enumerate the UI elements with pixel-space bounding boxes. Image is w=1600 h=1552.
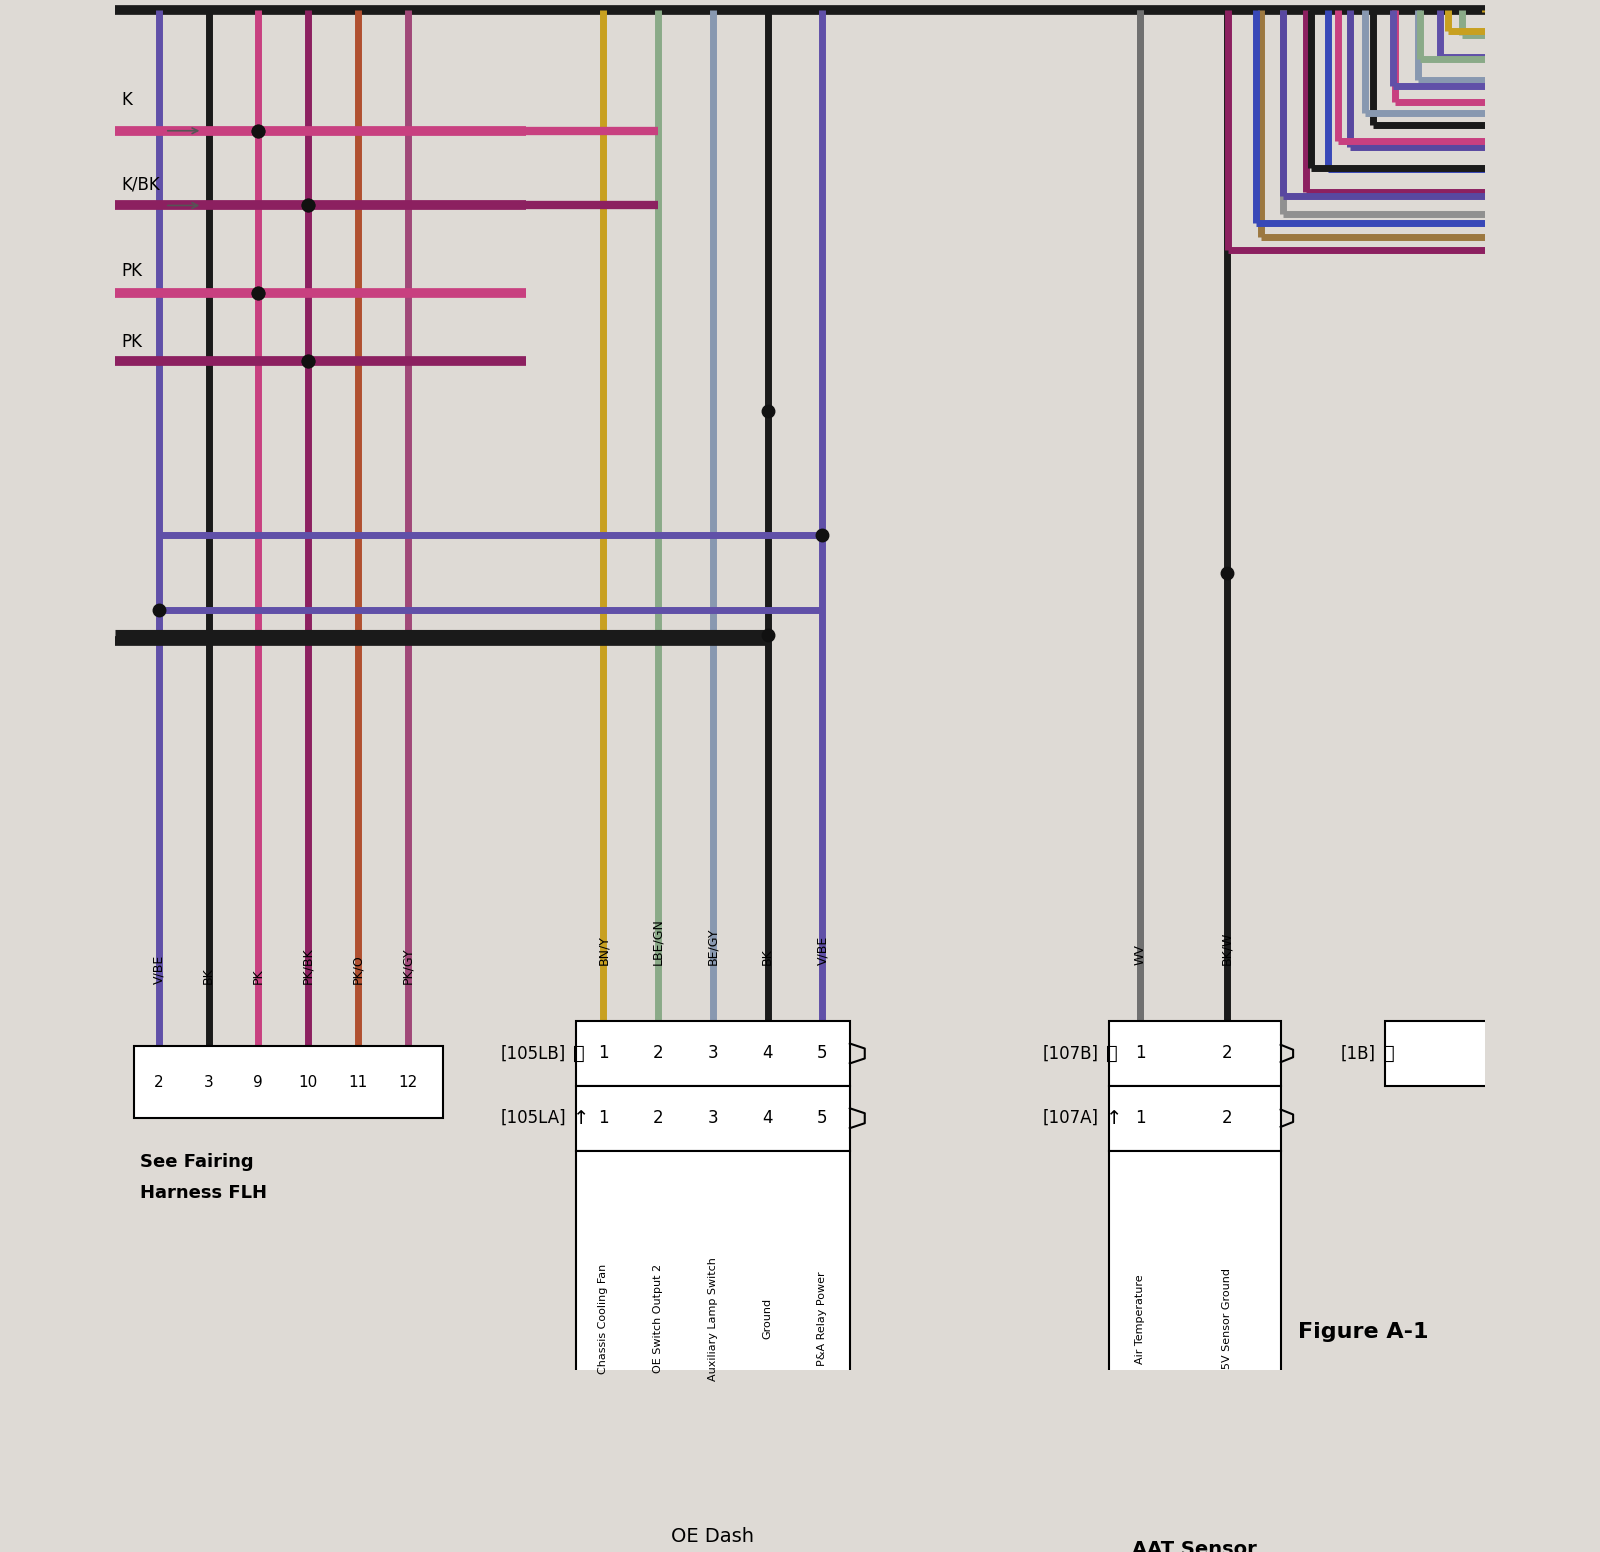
- Text: 5: 5: [818, 1044, 827, 1063]
- Bar: [576, 1086, 850, 1150]
- Bar: [576, 1150, 850, 1487]
- Text: BK: BK: [202, 967, 214, 984]
- Text: 3: 3: [203, 1074, 213, 1090]
- Text: 1: 1: [1134, 1110, 1146, 1127]
- Text: LBE/GN: LBE/GN: [651, 919, 664, 965]
- Text: Auxiliary Lamp Switch: Auxiliary Lamp Switch: [707, 1257, 718, 1381]
- Text: Chassis Cooling Fan: Chassis Cooling Fan: [598, 1263, 608, 1374]
- Text: K: K: [122, 90, 133, 109]
- Text: 4: 4: [762, 1044, 773, 1063]
- Text: 3: 3: [707, 1110, 718, 1127]
- Text: 9: 9: [253, 1074, 262, 1090]
- Text: ↑: ↑: [1106, 1108, 1123, 1128]
- Text: AAT Sensor: AAT Sensor: [1133, 1540, 1258, 1552]
- Text: Air Temperature: Air Temperature: [1134, 1274, 1146, 1364]
- Text: [105LA]: [105LA]: [501, 1110, 566, 1127]
- Text: BK: BK: [762, 948, 774, 965]
- Text: OE Dash: OE Dash: [672, 1527, 754, 1546]
- Text: PK: PK: [251, 968, 266, 984]
- Text: Harness FLH: Harness FLH: [141, 1184, 267, 1201]
- Text: 1: 1: [598, 1044, 608, 1063]
- Text: 2: 2: [1222, 1044, 1232, 1063]
- Text: ⫝: ⫝: [1382, 1044, 1395, 1063]
- Bar: [1386, 1021, 1510, 1086]
- Text: See Fairing: See Fairing: [141, 1153, 254, 1170]
- Text: WV: WV: [1133, 944, 1147, 965]
- Text: [107B]: [107B]: [1043, 1044, 1099, 1063]
- Text: 5V Sensor Ground: 5V Sensor Ground: [1222, 1268, 1232, 1369]
- Text: 2: 2: [653, 1110, 664, 1127]
- Text: [105LB]: [105LB]: [501, 1044, 566, 1063]
- Text: 4: 4: [762, 1110, 773, 1127]
- Text: [107A]: [107A]: [1043, 1110, 1099, 1127]
- Text: PK: PK: [122, 262, 142, 281]
- Text: 12: 12: [398, 1074, 418, 1090]
- Text: 5: 5: [818, 1110, 827, 1127]
- Text: 1: 1: [598, 1110, 608, 1127]
- Text: ↑: ↑: [573, 1108, 590, 1128]
- Bar: [1109, 1086, 1280, 1150]
- Text: 10: 10: [299, 1074, 318, 1090]
- Text: PK/BK: PK/BK: [302, 947, 315, 984]
- Text: PK: PK: [122, 334, 142, 351]
- Text: Ground: Ground: [763, 1297, 773, 1339]
- Bar: [576, 1021, 850, 1086]
- Text: BK/W: BK/W: [1221, 931, 1234, 965]
- Text: 2: 2: [1222, 1110, 1232, 1127]
- Text: 2: 2: [653, 1044, 664, 1063]
- Text: 2: 2: [154, 1074, 163, 1090]
- Text: BE/GY: BE/GY: [706, 928, 720, 965]
- Text: BN/Y: BN/Y: [597, 936, 610, 965]
- Text: 3: 3: [707, 1044, 718, 1063]
- Text: Figure A-1: Figure A-1: [1298, 1322, 1429, 1342]
- Text: 1: 1: [1134, 1044, 1146, 1063]
- Text: [1B]: [1B]: [1341, 1044, 1376, 1063]
- Text: V/BE: V/BE: [816, 936, 829, 965]
- Bar: [134, 1046, 443, 1119]
- Text: ⫝: ⫝: [573, 1044, 586, 1063]
- Text: PK/O: PK/O: [352, 954, 365, 984]
- Text: 11: 11: [349, 1074, 368, 1090]
- Text: OE Switch Output 2: OE Switch Output 2: [653, 1265, 662, 1374]
- Text: P&A Relay Power: P&A Relay Power: [818, 1271, 827, 1366]
- Text: V/BE: V/BE: [152, 954, 165, 984]
- Text: K/BK: K/BK: [122, 175, 160, 194]
- Text: ⫝: ⫝: [1106, 1044, 1118, 1063]
- Bar: [1109, 1150, 1280, 1487]
- Text: PK/GY: PK/GY: [402, 947, 414, 984]
- Bar: [1109, 1021, 1280, 1086]
